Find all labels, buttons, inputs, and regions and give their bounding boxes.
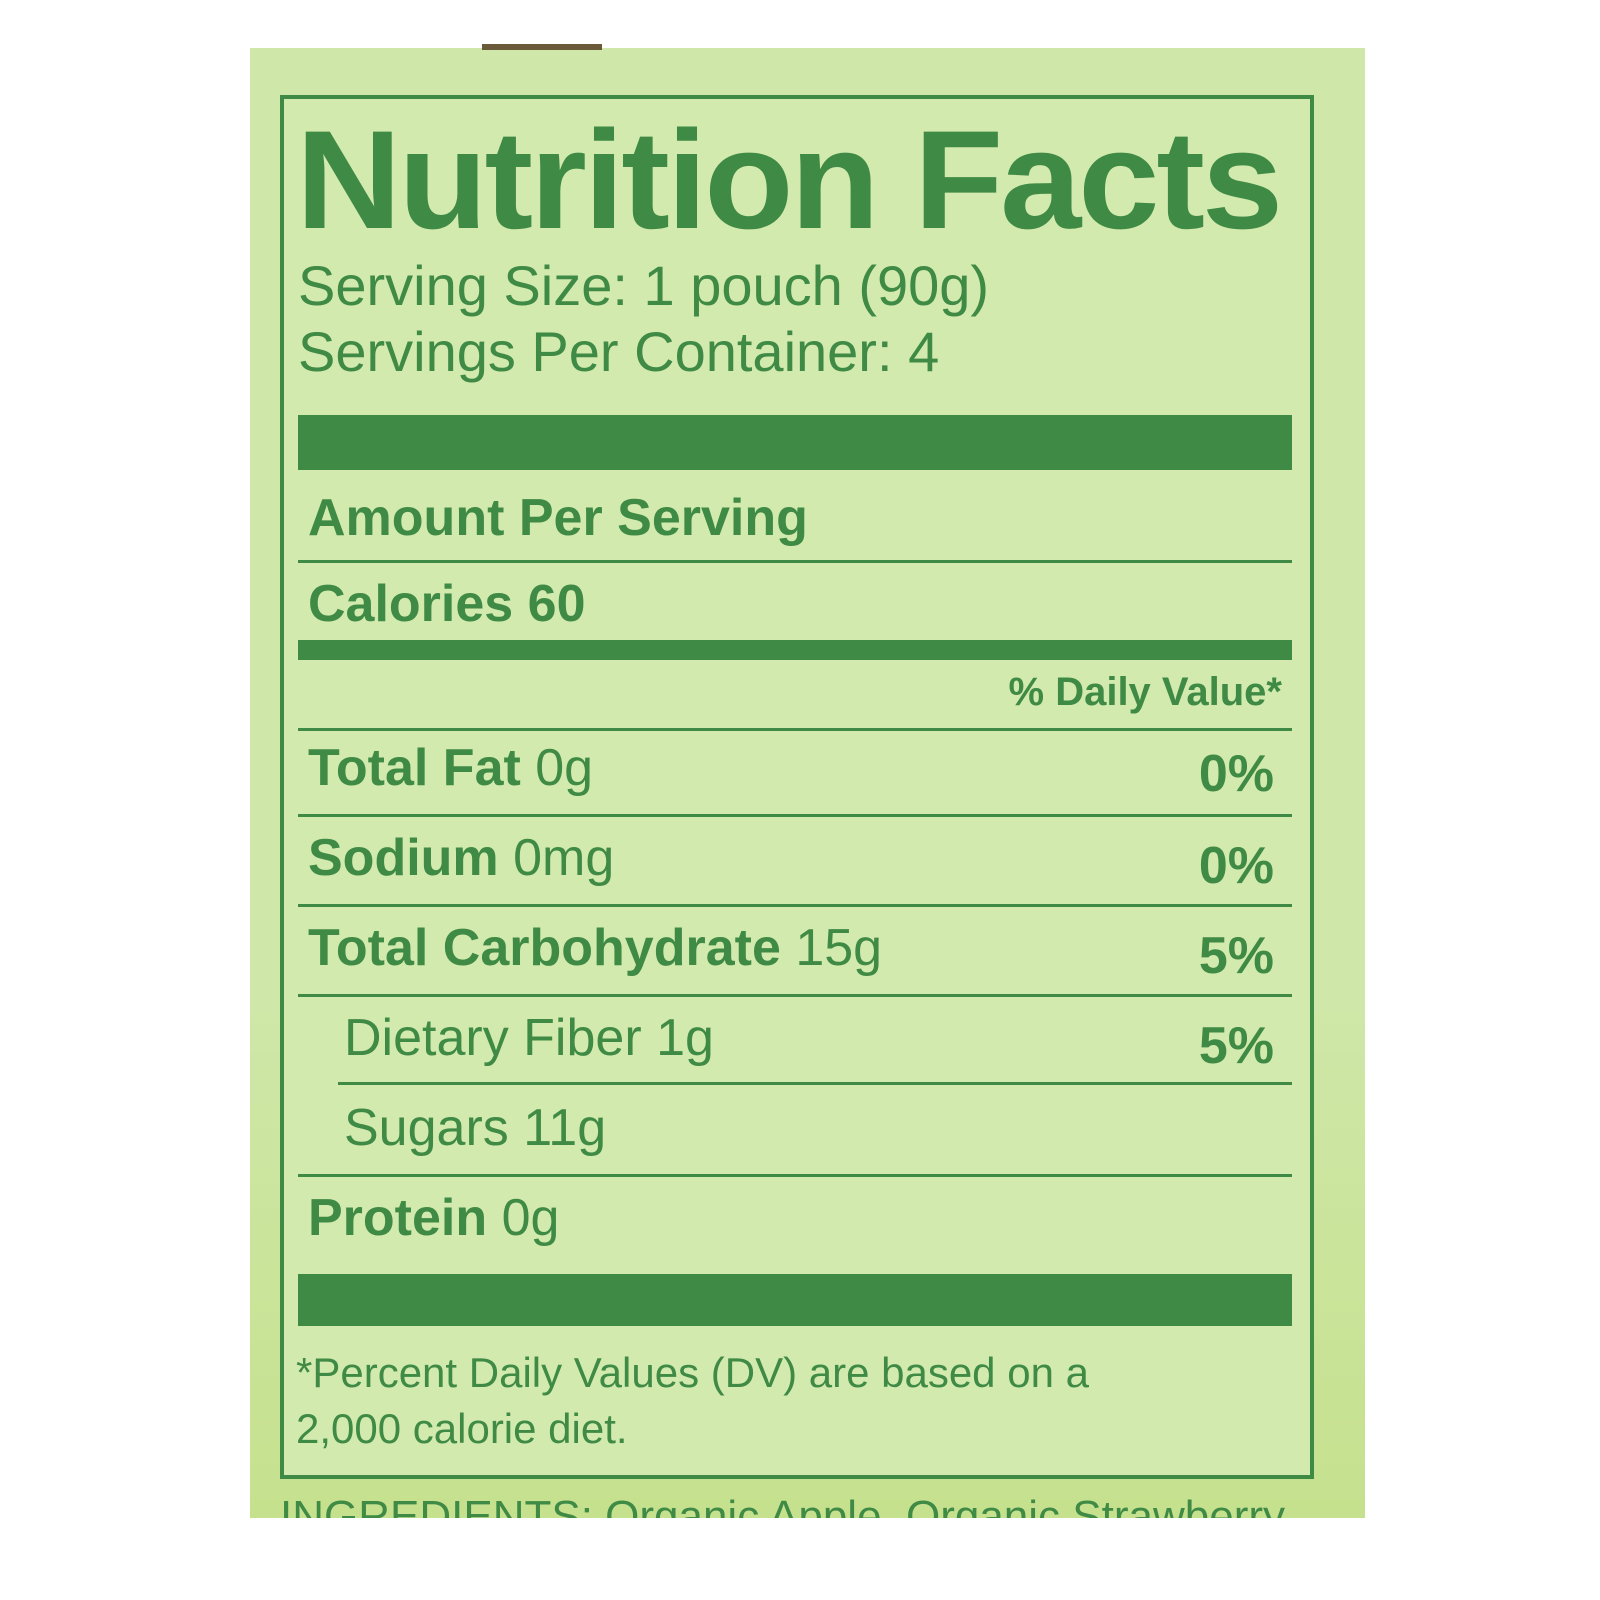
- nutrient-dv: 5%: [1198, 1017, 1274, 1075]
- nutrient-name: Sodium: [308, 829, 499, 887]
- daily-value-header: % Daily Value*: [1008, 670, 1282, 714]
- nutrient-dv: 0%: [1198, 837, 1274, 895]
- divider: [338, 1082, 1292, 1085]
- footnote-line-1: *Percent Daily Values (DV) are based on …: [296, 1349, 1089, 1396]
- divider: [298, 1174, 1292, 1177]
- divider: [298, 814, 1292, 817]
- package-flap: [482, 44, 602, 50]
- nutrition-facts-box: [280, 95, 1314, 1479]
- nutrient-amount: 0g: [501, 1189, 560, 1247]
- nutrient-dv: 0%: [1198, 745, 1274, 803]
- calories: Calories 60: [308, 575, 586, 633]
- divider: [298, 994, 1292, 997]
- ingredients-partial: INGREDIENTS: Organic Apple, Organic Stra…: [280, 1492, 1285, 1518]
- serving-size: Serving Size: 1 pouch (90g): [298, 254, 990, 317]
- divider: [298, 904, 1292, 907]
- nutrition-facts-title: Nutrition Facts: [296, 101, 1283, 258]
- nutrient-dv: 5%: [1198, 927, 1274, 985]
- nutrient-amount: 0g: [535, 739, 594, 797]
- footnote-line-2: 2,000 calorie diet.: [296, 1405, 628, 1452]
- nutrient-protein: Protein 0g: [308, 1192, 559, 1244]
- nutrient-total-carbohydrate: Total Carbohydrate 15g: [308, 922, 882, 974]
- nutrient-dietary-fiber: Dietary Fiber 1g: [344, 1009, 714, 1067]
- nutrient-name: Total Fat: [308, 739, 521, 797]
- nutrient-amount: 0mg: [513, 829, 615, 887]
- nutrient-sugars: Sugars 11g: [344, 1099, 607, 1157]
- servings-per-container: Servings Per Container: 4: [298, 320, 940, 383]
- divider: [298, 728, 1292, 731]
- thick-divider: [298, 1274, 1292, 1326]
- amount-per-serving: Amount Per Serving: [308, 489, 808, 547]
- thick-divider: [298, 415, 1292, 470]
- nutrient-amount: 15g: [795, 919, 883, 977]
- nutrient-sodium: Sodium 0mg: [308, 832, 614, 884]
- medium-divider: [298, 640, 1292, 660]
- nutrient-name: Protein: [308, 1189, 488, 1247]
- divider: [298, 560, 1292, 563]
- nutrient-total-fat: Total Fat 0g: [308, 742, 593, 794]
- nutrient-name: Total Carbohydrate: [308, 919, 781, 977]
